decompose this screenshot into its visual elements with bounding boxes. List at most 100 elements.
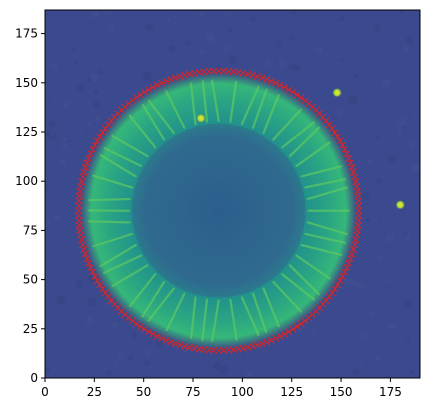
texture-speck	[310, 328, 315, 334]
overlay-point	[305, 100, 313, 108]
texture-speck	[277, 59, 287, 69]
overlay-point	[336, 277, 344, 285]
texture-speck	[275, 45, 279, 48]
ring-spoke	[103, 254, 142, 274]
ring-spoke	[201, 80, 209, 123]
texture-speck	[291, 10, 298, 14]
texture-speck	[319, 351, 322, 354]
overlay-point	[276, 81, 284, 89]
x-tick-label: 50	[136, 385, 151, 399]
texture-speck	[52, 213, 60, 222]
overlay-point	[91, 272, 99, 280]
overlay-point	[80, 245, 88, 253]
overlay-point	[355, 212, 363, 220]
overlay-point	[289, 88, 297, 96]
texture-speck	[72, 332, 76, 336]
texture-speck	[45, 131, 54, 139]
ring-spoke	[240, 296, 260, 336]
x-tick-label: 150	[330, 385, 353, 399]
overlay-point	[83, 254, 91, 263]
texture-speck	[369, 310, 375, 316]
ring-spoke	[262, 94, 280, 135]
overlay-point	[101, 289, 109, 297]
texture-speck	[376, 134, 381, 139]
texture-speck	[284, 354, 288, 357]
texture-speck	[375, 356, 381, 362]
overlay-point	[276, 332, 284, 340]
texture-speck	[167, 18, 171, 22]
overlay-point	[297, 94, 305, 102]
overlay-point	[345, 154, 353, 162]
overlay-point	[153, 332, 161, 340]
texture-speck	[168, 44, 177, 53]
texture-speck	[219, 365, 229, 376]
ring-spoke	[272, 280, 303, 313]
overlay-point	[293, 91, 301, 99]
texture-speck	[411, 178, 414, 182]
texture-speck	[224, 11, 228, 16]
texture-speck	[77, 83, 86, 93]
texture-speck	[353, 73, 359, 78]
overlay-point	[285, 328, 293, 336]
overlay-point	[136, 323, 144, 331]
overlay-point	[348, 163, 356, 172]
overlay-point	[83, 159, 91, 167]
ring-spoke	[251, 88, 268, 129]
ring-spoke	[111, 134, 149, 158]
x-tick-label: 100	[231, 385, 254, 399]
texture-speck	[373, 23, 381, 31]
ring-spoke	[272, 108, 302, 141]
overlay-point	[280, 83, 289, 91]
texture-speck	[314, 45, 324, 55]
texture-speck	[87, 121, 93, 128]
texture-speck	[127, 355, 133, 361]
texture-speck	[228, 27, 233, 32]
overlay-point	[79, 240, 87, 249]
texture-speck	[409, 73, 412, 77]
texture-speck	[50, 63, 58, 71]
ring-spoke	[99, 244, 137, 268]
texture-speck	[398, 10, 404, 13]
texture-speck	[48, 98, 52, 102]
texture-speck	[87, 297, 97, 307]
x-tick-label: 25	[87, 385, 102, 399]
texture-speck	[359, 332, 369, 342]
ring-spoke	[141, 103, 166, 141]
overlay-point	[267, 77, 275, 85]
y-tick-label: 175	[15, 27, 38, 41]
texture-speck	[204, 33, 208, 37]
texture-speck	[396, 127, 405, 135]
ring-spoke	[111, 264, 149, 288]
overlay-point	[343, 150, 351, 158]
texture-speck	[276, 61, 279, 64]
texture-speck	[111, 321, 119, 328]
bright-spot	[195, 113, 206, 124]
ring-spoke	[128, 114, 157, 149]
bright-spots	[195, 87, 406, 210]
overlay-point	[293, 323, 301, 331]
ring-spoke	[306, 221, 348, 236]
texture-speck	[144, 360, 150, 367]
overlay-point	[343, 264, 351, 272]
overlay-point	[338, 141, 346, 149]
texture-speck	[90, 72, 99, 81]
texture-speck	[343, 277, 354, 287]
texture-speck	[103, 10, 113, 16]
texture-speck	[59, 158, 67, 166]
texture-speck	[336, 109, 344, 117]
ring-spoke	[295, 254, 331, 280]
overlay-point	[253, 72, 261, 80]
x-tick-label: 175	[379, 385, 402, 399]
ring-spoke	[229, 80, 238, 123]
texture-speck	[106, 369, 112, 376]
texture-speck	[318, 67, 322, 71]
overlay-point	[89, 145, 97, 154]
ring-spoke	[92, 174, 134, 189]
overlay-point	[158, 79, 166, 87]
overlay-point	[149, 83, 157, 91]
plot-frame	[44, 9, 421, 379]
overlay-point	[331, 129, 339, 137]
texture-speck	[339, 58, 344, 62]
overlay-point	[325, 293, 333, 301]
